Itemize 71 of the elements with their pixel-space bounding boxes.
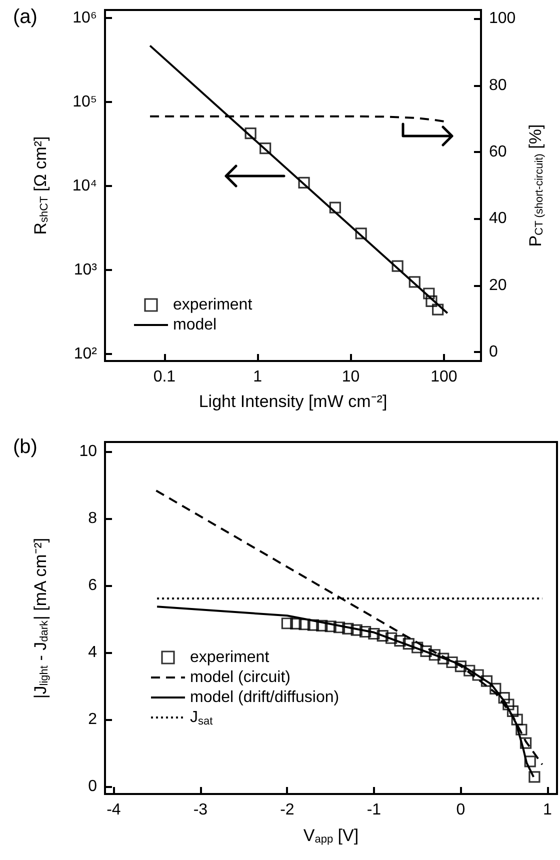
point (490, 682, 502, 695)
y-tick-label: 10² (74, 346, 98, 363)
point (464, 664, 476, 676)
point (290, 618, 302, 630)
y-tick-label: 10 (79, 442, 98, 460)
legend-label: model (circuit) (190, 669, 290, 686)
y-tick-label: 10⁴ (72, 178, 98, 195)
point (446, 656, 458, 668)
point (350, 624, 362, 636)
x-tick-label: -3 (193, 802, 208, 818)
y-tick-label: 10⁵ (72, 94, 97, 111)
point (438, 652, 450, 664)
y2-tick-label: 40 (489, 210, 507, 228)
y-tick-label: 10³ (74, 262, 98, 279)
y-tick-label: 2 (88, 711, 98, 728)
y-axis-title: RshCT [Ω cm²] (31, 136, 50, 235)
point (454, 660, 466, 672)
legend-label: experiment (173, 296, 253, 314)
point (528, 771, 540, 783)
point (428, 649, 440, 661)
point (385, 632, 398, 644)
point (298, 618, 310, 630)
point (359, 626, 372, 638)
y-tick-label: 10⁶ (72, 10, 97, 27)
point (307, 619, 320, 631)
point (402, 638, 414, 650)
point (316, 620, 328, 632)
point (498, 692, 510, 704)
y2-tick-label: 60 (489, 144, 507, 160)
y-axis-title: |Jlight - Jdark| [mA cm⁻²] (31, 538, 50, 699)
point (412, 642, 424, 654)
point (472, 669, 484, 681)
point (420, 645, 432, 657)
point (333, 622, 346, 634)
x-tick-label: 0 (456, 802, 466, 818)
chart-title: (b) (13, 436, 38, 458)
point (324, 620, 336, 632)
y2-tick-label: 100 (489, 10, 516, 28)
y-tick-label: 0 (88, 778, 98, 796)
legend-label: model (173, 316, 217, 334)
point (520, 737, 532, 749)
y-tick-label: 4 (88, 644, 98, 662)
chart-title: (a) (13, 6, 38, 28)
point (506, 705, 519, 717)
x-tick-label: -4 (106, 802, 121, 818)
point (342, 622, 354, 635)
x-axis-title: Light Intensity [mW cm⁻²] (198, 392, 388, 411)
x-tick-label: 100 (430, 368, 458, 386)
legend-label: experiment (190, 649, 270, 666)
y-tick-label: 6 (88, 576, 98, 594)
y2-axis-title: PCT (short-circuit) [%] (526, 124, 546, 247)
point (502, 698, 514, 710)
point (516, 724, 528, 736)
y2-tick-label: 80 (489, 76, 507, 94)
x-tick-label: 0.1 (153, 368, 176, 386)
point (480, 675, 493, 687)
point (524, 756, 536, 768)
point (376, 630, 388, 642)
x-tick-label: -1 (366, 802, 382, 818)
point (394, 634, 406, 647)
x-tick-label: -2 (280, 802, 294, 818)
x-tick-label: 1 (543, 802, 552, 818)
x-tick-label: 10 (342, 368, 360, 386)
y2-tick-label: 20 (489, 276, 507, 294)
x-tick-label: 1 (253, 368, 262, 386)
y2-tick-label: 0 (489, 344, 498, 360)
legend-label: model (drift/diffusion) (190, 689, 340, 706)
y-tick-label: 8 (88, 510, 98, 527)
point (511, 714, 523, 726)
point (281, 618, 293, 630)
point (368, 628, 380, 640)
